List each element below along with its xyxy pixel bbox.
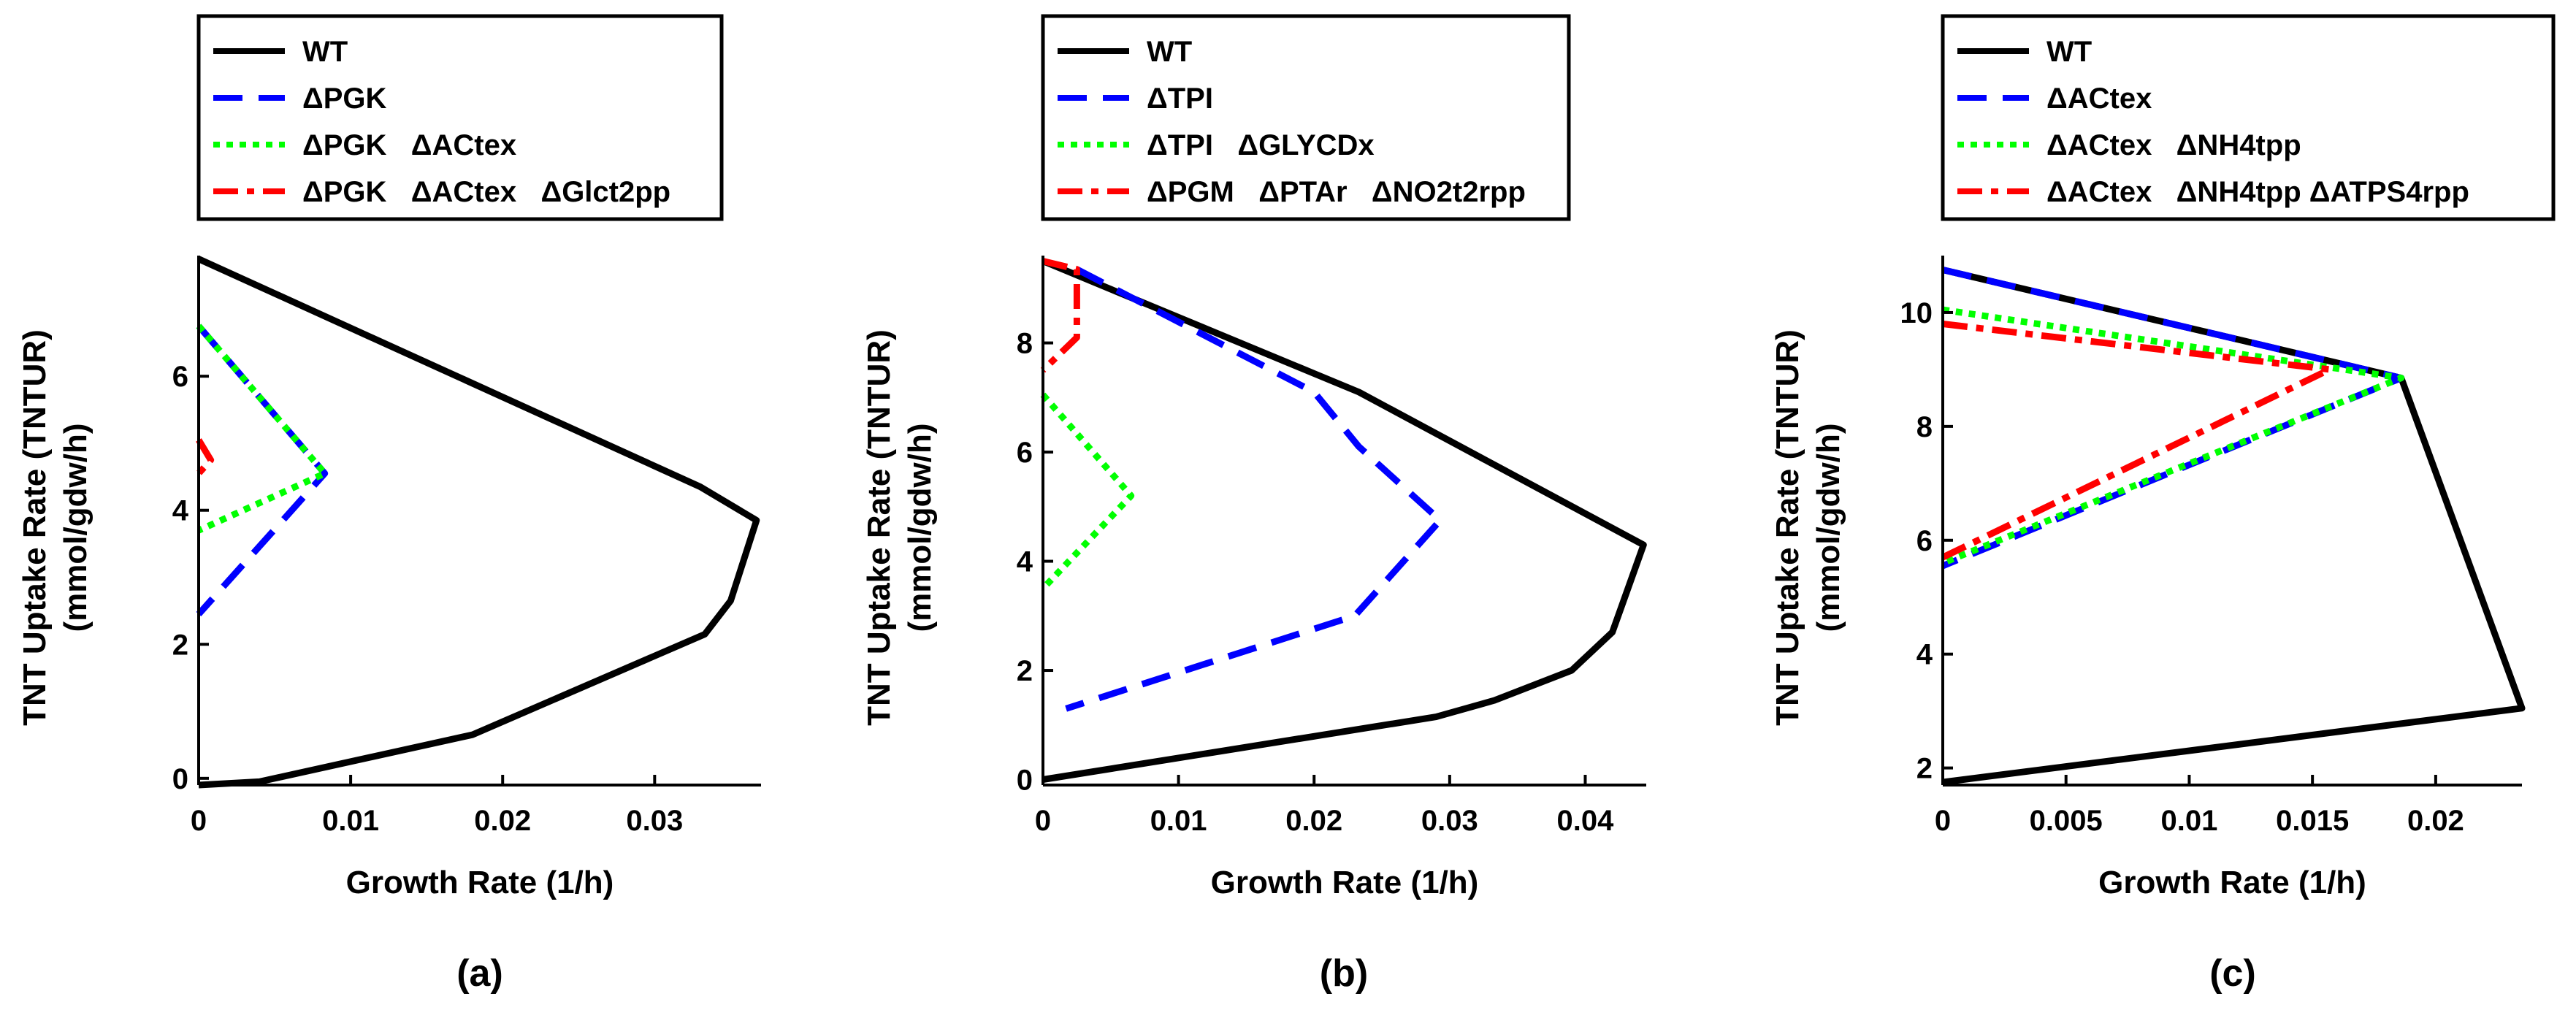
y-tick-label: 2	[1017, 655, 1033, 687]
legend-label: ΔPGK ΔACtex	[302, 129, 516, 161]
legend: WT ΔTPI ΔTPI ΔGLYCDx ΔPGM ΔPTAr ΔNO2t2rpp	[1041, 14, 1571, 221]
panel-label: (c)	[2209, 952, 2256, 995]
x-tick-label: 0.02	[1285, 805, 1342, 837]
x-tick-label: 0.015	[2276, 805, 2349, 837]
y-axis-title: TNT Uptake Rate (TNTUR)	[861, 329, 897, 726]
y-tick-label: 2	[1916, 753, 1933, 785]
x-tick-label: 0.02	[2407, 805, 2464, 837]
legend-label: ΔTPI	[1147, 83, 1213, 115]
legend-label: ΔPGM ΔPTAr ΔNO2t2rpp	[1147, 176, 1526, 208]
x-tick-label: 0.03	[1421, 805, 1478, 837]
legend-label: ΔACtex ΔNH4tpp	[2046, 129, 2301, 161]
series-line-4	[196, 438, 215, 476]
y-axis-title-units: (mmol/gdw/h)	[58, 424, 93, 632]
series-line-3	[1941, 306, 2405, 567]
y-tick-label: 0	[172, 763, 188, 795]
chart-panel-3: WT ΔACtex ΔACtex ΔNH4tpp ΔACtex ΔNH4tpp ΔAT…	[1770, 14, 2556, 995]
legend-label: ΔPGK	[302, 83, 387, 115]
series-line-1	[1941, 267, 2526, 786]
legend-label: WT	[2046, 36, 2092, 68]
panel-label: (a)	[456, 952, 503, 995]
series-line-3	[196, 324, 329, 534]
series-line-2	[1941, 267, 2405, 570]
series-line-1	[1042, 258, 1647, 783]
chart-panel-1: WT ΔPGK ΔPGK ΔACtex ΔPGK ΔACtex ΔGlct2pp 0 0.…	[17, 14, 761, 995]
x-tick-label: 0	[1935, 805, 1951, 837]
series-line-4	[1040, 258, 1080, 373]
x-tick-label: 0.01	[2161, 805, 2218, 837]
y-tick-label: 6	[1017, 437, 1033, 469]
legend: WT ΔPGK ΔPGK ΔACtex ΔPGK ΔACtex ΔGlct2pp	[196, 14, 724, 221]
x-tick-label: 0.005	[2030, 805, 2103, 837]
x-axis-title: Growth Rate (1/h)	[346, 865, 614, 900]
legend-box	[1041, 14, 1571, 221]
legend-label: ΔPGK ΔACtex ΔGlct2pp	[302, 176, 670, 208]
y-axis-title: TNT Uptake Rate (TNTUR)	[1770, 329, 1805, 726]
legend-label: WT	[302, 36, 348, 68]
x-tick-label: 0.01	[1150, 805, 1207, 837]
x-axis-title: Growth Rate (1/h)	[2098, 865, 2366, 900]
y-tick-label: 0	[1017, 765, 1033, 797]
legend-label: ΔACtex ΔNH4tpp ΔATPS4rpp	[2046, 176, 2469, 208]
x-tick-label: 0	[1035, 805, 1051, 837]
y-axis-title: TNT Uptake Rate (TNTUR)	[17, 329, 53, 726]
legend-label: WT	[1147, 36, 1192, 68]
x-tick-label: 0.01	[322, 805, 379, 837]
series-line-2	[196, 324, 329, 617]
y-tick-label: 8	[1916, 411, 1933, 443]
y-tick-label: 4	[1916, 639, 1933, 671]
y-axis-title-units: (mmol/gdw/h)	[1811, 424, 1846, 632]
y-tick-label: 10	[1900, 297, 1933, 329]
x-tick-label: 0.03	[626, 805, 683, 837]
y-tick-label: 2	[172, 629, 188, 661]
y-tick-label: 8	[1017, 328, 1033, 360]
y-tick-label: 4	[1017, 546, 1033, 578]
legend: WT ΔACtex ΔACtex ΔNH4tpp ΔACtex ΔNH4tpp ΔAT…	[1941, 14, 2556, 221]
legend-label: ΔACtex	[2046, 83, 2152, 115]
y-tick-label: 6	[1916, 525, 1933, 557]
legend-box	[196, 14, 724, 221]
series-line-3	[1040, 392, 1135, 592]
x-tick-label: 0.04	[1557, 805, 1615, 837]
x-tick-label: 0	[191, 805, 207, 837]
legend-label: ΔTPI ΔGLYCDx	[1147, 129, 1375, 161]
y-axis-title-units: (mmol/gdw/h)	[902, 424, 938, 632]
x-tick-label: 0.02	[474, 805, 531, 837]
legend-box	[1941, 14, 2556, 221]
y-tick-label: 4	[172, 495, 189, 527]
x-axis-title: Growth Rate (1/h)	[1211, 865, 1479, 900]
series-line-1	[197, 256, 760, 789]
y-tick-label: 6	[172, 361, 188, 393]
panel-label: (b)	[1320, 952, 1368, 995]
